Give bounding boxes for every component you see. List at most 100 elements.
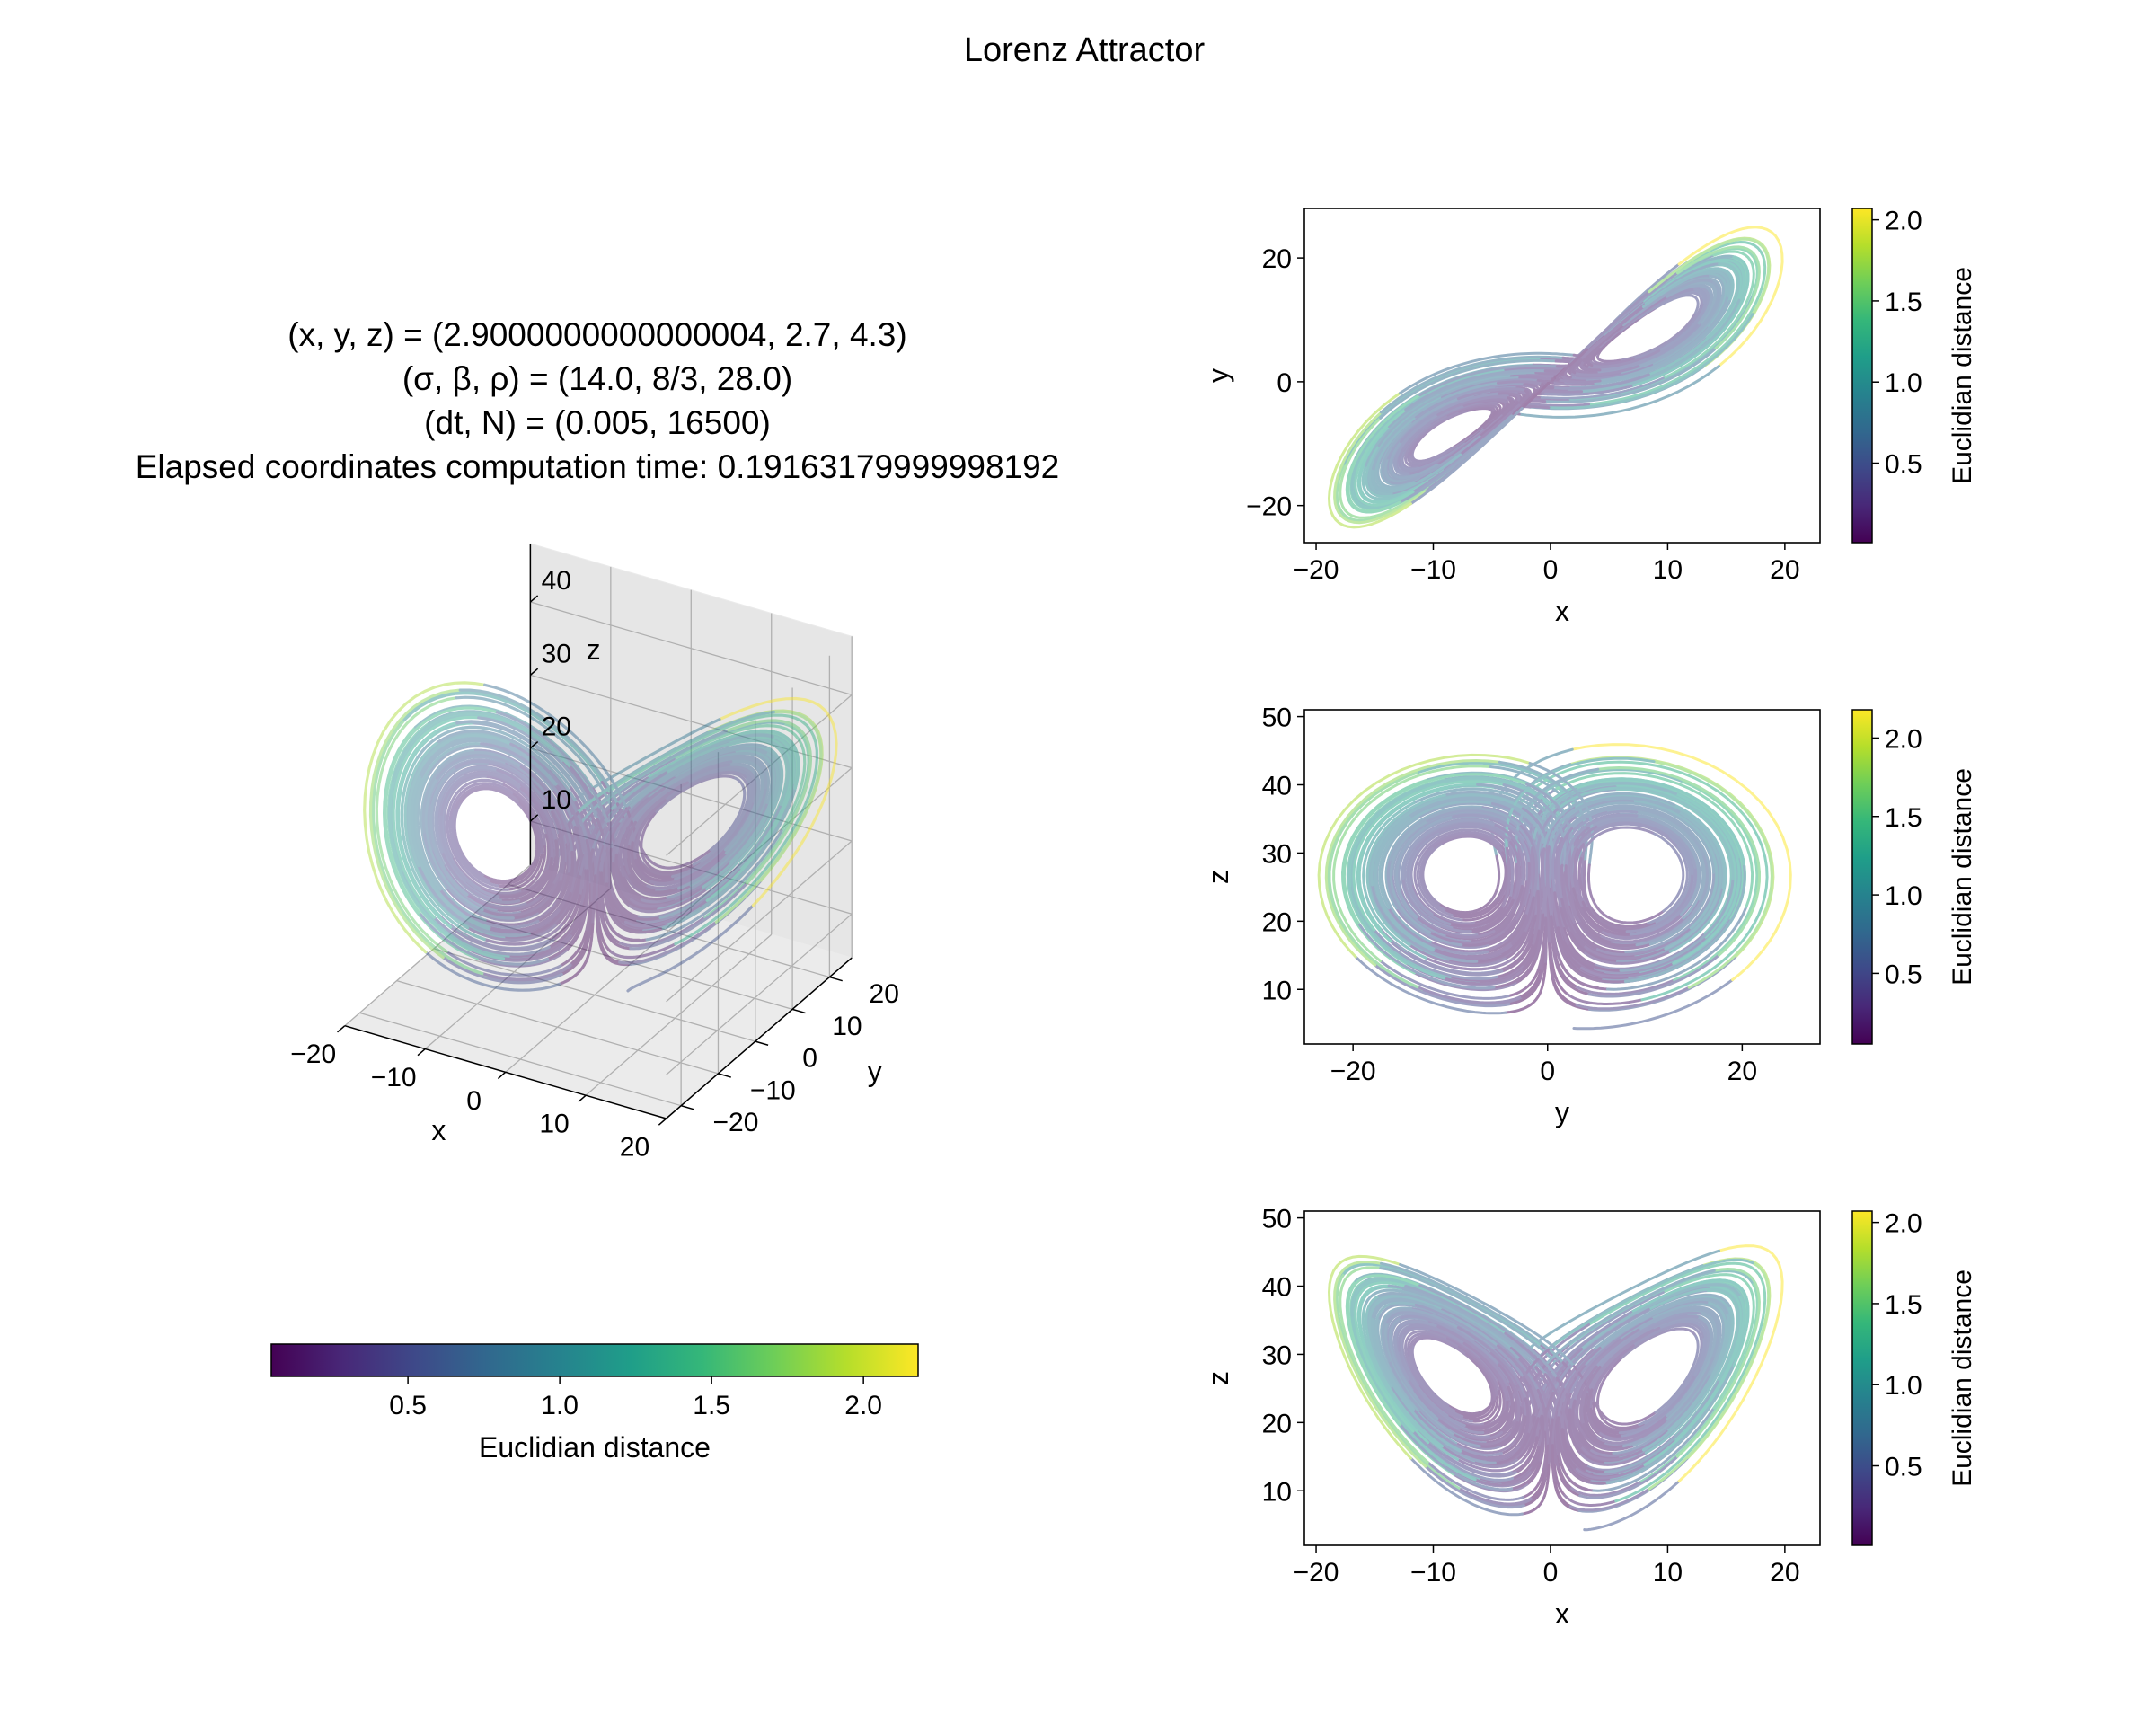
trajectory-segment <box>663 771 749 802</box>
trajectory-segment <box>1614 1316 1764 1503</box>
trajectory-segment <box>1569 825 1598 890</box>
trajectory-segment <box>388 711 529 874</box>
trajectory-segment <box>1452 1473 1529 1493</box>
trajectory-segment <box>517 895 570 934</box>
trajectory-segment <box>1563 1494 1618 1507</box>
trajectory-segment <box>429 768 472 898</box>
trajectory-segment <box>389 712 470 930</box>
trajectory-segment <box>1542 1444 1550 1485</box>
trajectory-segment <box>633 763 731 824</box>
trajectory-segment <box>579 848 595 908</box>
colorbar-tick-label: 1.0 <box>1885 1371 1922 1401</box>
trajectory-segment <box>1518 376 1553 381</box>
trajectory-segment <box>1415 822 1512 851</box>
trajectory-segment <box>1517 1249 1720 1359</box>
trajectory-segment <box>1407 1378 1485 1435</box>
trajectory-segment <box>1492 856 1507 905</box>
trajectory-segment <box>1446 945 1518 966</box>
trajectory-segment <box>1465 1352 1497 1403</box>
trajectory-segment <box>1379 1267 1558 1365</box>
trajectory-segment <box>605 882 628 924</box>
trajectory-segment <box>632 877 717 908</box>
trajectory-segment <box>625 829 637 882</box>
trajectory-segment <box>1517 1397 1530 1449</box>
trajectory-segment <box>1409 1346 1456 1412</box>
trajectory-segment <box>1398 403 1466 467</box>
trajectory-segment <box>553 843 570 906</box>
trajectory-segment <box>518 891 570 932</box>
trajectory-segment <box>601 767 682 847</box>
trajectory-segment <box>1599 1414 1669 1440</box>
trajectory-segment <box>599 806 631 875</box>
trajectory-segment <box>1586 345 1603 367</box>
trajectory-segment <box>1641 270 1731 308</box>
trajectory-segment <box>1598 1297 1729 1349</box>
trajectory-segment <box>1573 365 1640 376</box>
trajectory-segment <box>1596 1418 1669 1445</box>
trajectory-segment <box>1543 1269 1716 1367</box>
trajectory-segment <box>1531 889 1540 947</box>
trajectory-segment <box>1415 916 1496 939</box>
trajectory-segment <box>680 792 755 877</box>
trajectory-segment <box>481 865 533 883</box>
trajectory-segment <box>727 737 791 870</box>
trajectory-segment <box>604 800 641 870</box>
trajectory-segment <box>714 710 823 924</box>
trajectory-segment <box>1387 1284 1538 1369</box>
trajectory-segment <box>520 783 557 860</box>
x-tick-label: 10 <box>1653 1558 1683 1588</box>
trajectory-segment <box>1437 902 1489 915</box>
trajectory-segment <box>695 736 792 843</box>
trajectory-segment <box>580 839 588 907</box>
trajectory-segment <box>713 747 780 880</box>
trajectory-segment <box>1509 896 1535 948</box>
trajectory-segment <box>614 898 662 921</box>
trajectory-segment <box>1459 403 1521 456</box>
trajectory-segment <box>615 802 646 867</box>
trajectory-segment <box>375 696 458 953</box>
trajectory-segment <box>1551 772 1754 908</box>
trajectory-segment <box>1515 1417 1540 1462</box>
trajectory-segment <box>1339 416 1429 519</box>
trajectory-segment <box>387 710 527 878</box>
trajectory-segment <box>625 858 658 892</box>
trajectory-segment <box>640 860 732 904</box>
trajectory-segment <box>1496 380 1544 386</box>
trajectory-segment <box>519 856 560 902</box>
trajectory-segment <box>480 742 577 829</box>
trajectory-segment <box>1571 356 1585 375</box>
trajectory-segment <box>641 858 734 905</box>
trajectory-segment <box>468 894 543 910</box>
trajectory-segment <box>1450 909 1507 932</box>
trajectory-segment <box>1579 1451 1648 1466</box>
trajectory-segment <box>1551 1444 1557 1484</box>
trajectory-segment <box>1648 832 1712 946</box>
trajectory-segment <box>1424 956 1515 971</box>
trajectory-segment <box>496 859 539 889</box>
trajectory-segment <box>549 809 565 882</box>
trajectory-segment <box>1502 783 1567 875</box>
y-axis-line <box>666 957 853 1119</box>
trajectory-segment <box>1365 792 1449 947</box>
trajectory-segment <box>1332 765 1492 962</box>
trajectory-segment <box>552 790 581 875</box>
trajectory-segment <box>1383 1321 1454 1436</box>
trajectory-segment <box>539 839 559 898</box>
trajectory-segment <box>420 739 558 788</box>
trajectory-segment <box>631 880 724 920</box>
trajectory-segment <box>449 925 555 952</box>
trajectory-segment <box>446 833 509 891</box>
trajectory-segment <box>602 924 632 951</box>
trajectory-segment <box>1518 1358 1553 1428</box>
trajectory-segment <box>629 885 709 911</box>
trajectory-segment <box>1377 1291 1522 1361</box>
trajectory-segment <box>1408 943 1507 968</box>
trajectory-segment <box>1576 362 1598 375</box>
trajectory-segment <box>707 729 800 860</box>
trajectory-segment <box>1362 801 1427 960</box>
trajectory-segment <box>1520 929 1541 973</box>
trajectory-segment <box>611 731 784 808</box>
trajectory-segment <box>628 886 697 903</box>
trajectory-segment <box>455 720 592 813</box>
